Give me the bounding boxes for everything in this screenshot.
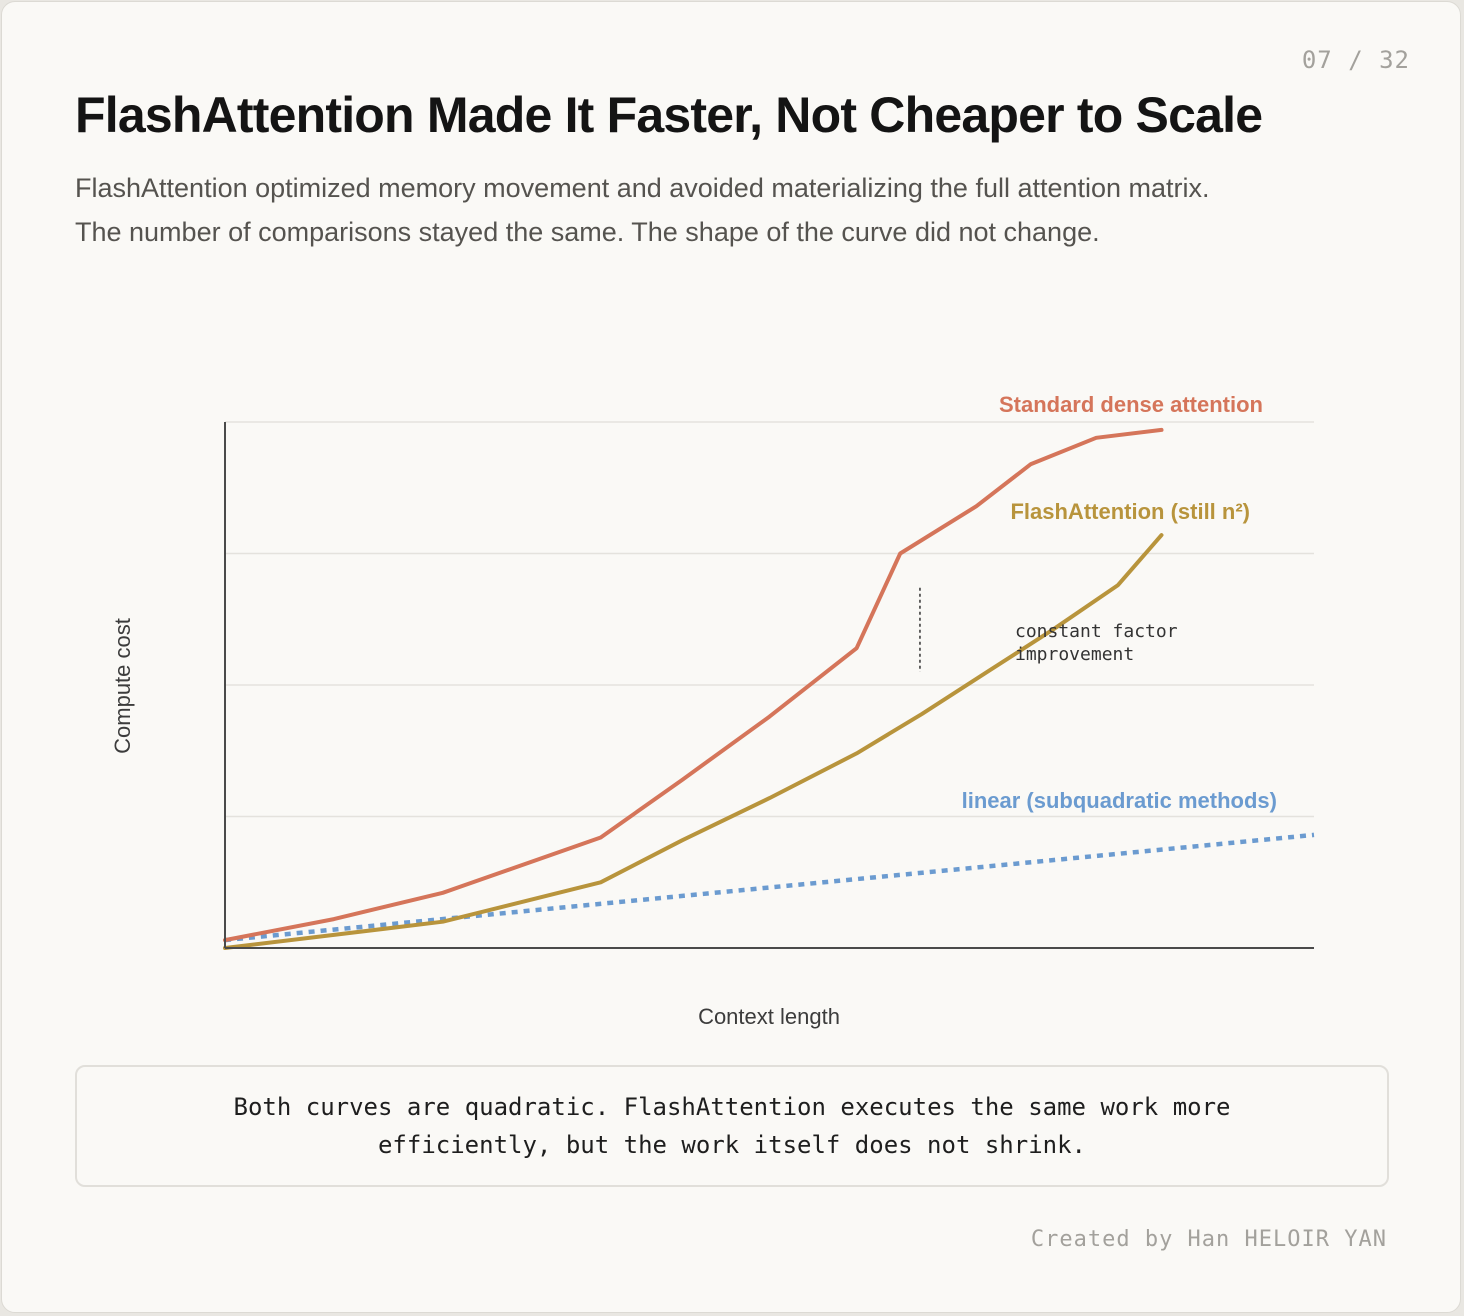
series-layer [223, 427, 1315, 950]
footnote-line-1: Both curves are quadratic. FlashAttentio… [233, 1093, 1231, 1121]
grid [225, 421, 1314, 818]
subtitle-line-1: FlashAttention optimized memory movement… [75, 173, 1210, 203]
annotation-text-line-1: constant factor [1015, 621, 1178, 642]
series-line-1 [223, 427, 1164, 943]
subtitle: FlashAttention optimized memory movement… [75, 166, 1395, 254]
series-label-2: FlashAttention (still n²) [1010, 499, 1250, 524]
y-axis-label: Compute cost [110, 618, 135, 754]
page-number: 07 / 32 [1301, 46, 1410, 74]
credit: Created by Han HELOIR YAN [1030, 1227, 1387, 1252]
x-axis-label: Context length [698, 1004, 840, 1029]
footnote-line-2: efficiently, but the work itself does no… [377, 1131, 1086, 1159]
series-label-3: linear (subquadratic methods) [962, 788, 1277, 813]
series-line-3 [224, 832, 1315, 943]
series-labels: Standard dense attention FlashAttention (… [962, 392, 1277, 813]
page-title: FlashAttention Made It Faster, Not Cheap… [75, 87, 1263, 143]
subtitle-line-2: The number of comparisons stayed the sam… [75, 217, 1100, 247]
series-label-1: Standard dense attention [999, 392, 1263, 417]
series-line-2 [223, 533, 1164, 950]
footnote-box: Both curves are quadratic. FlashAttentio… [75, 1065, 1389, 1187]
annotation-text-line-2: improvement [1015, 644, 1134, 665]
